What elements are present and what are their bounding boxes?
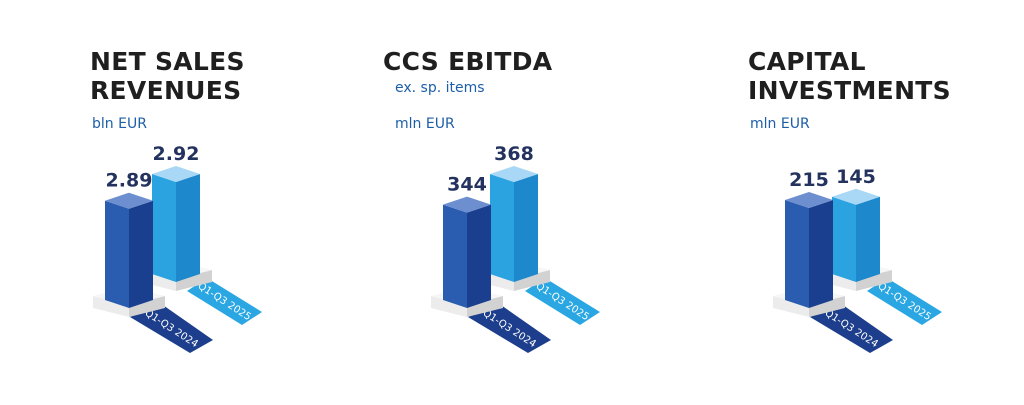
category-band xyxy=(130,303,213,353)
bar-right-face xyxy=(129,200,153,308)
title-line: CAPITAL xyxy=(748,47,866,76)
title-line: CCS EBITDA xyxy=(383,47,553,76)
pedestal-right-face xyxy=(129,296,165,317)
value-label: 2.89 xyxy=(106,170,153,192)
value-label: 344 xyxy=(447,174,487,196)
title-line: INVESTMENTS xyxy=(748,76,951,105)
bar-right-face xyxy=(514,174,538,282)
pedestal-right-face xyxy=(809,296,845,317)
capital-investments-title: CAPITAL INVESTMENTS xyxy=(748,47,951,105)
category-band xyxy=(468,303,551,353)
bar xyxy=(105,192,153,308)
pedestal-left-face xyxy=(773,296,809,317)
bar xyxy=(785,192,833,308)
title-line: NET SALES xyxy=(90,47,245,76)
bar-right-face xyxy=(176,174,200,282)
bar-left-face xyxy=(785,200,809,308)
category-band xyxy=(810,303,893,353)
title-line: REVENUES xyxy=(90,76,242,105)
ccs-ebitda-subtitle: ex. sp. items xyxy=(395,80,485,96)
bar xyxy=(490,166,538,282)
bar-top-face xyxy=(785,192,833,208)
bar-right-face xyxy=(467,204,491,308)
category-band xyxy=(525,278,600,325)
bar-left-face xyxy=(152,174,176,282)
bar-top-face xyxy=(105,192,153,209)
ccs-ebitda-title: CCS EBITDA xyxy=(383,47,552,76)
value-label: 145 xyxy=(836,166,876,188)
net-sales-unit: bln EUR xyxy=(92,116,147,132)
pedestal-right-face xyxy=(176,270,212,291)
bar-left-face xyxy=(443,204,467,308)
bar-left-face xyxy=(832,196,856,282)
bar-top-face xyxy=(443,196,491,213)
bar-left-face xyxy=(105,200,129,308)
bar xyxy=(443,196,491,308)
pedestal-right-face xyxy=(856,270,892,291)
pedestal-right-face xyxy=(467,296,503,317)
value-label: 368 xyxy=(494,143,534,165)
bar xyxy=(152,166,200,282)
ccs-ebitda-unit: mln EUR xyxy=(395,116,455,132)
net-sales-title: NET SALES REVENUES xyxy=(90,47,245,105)
bar-top-face xyxy=(832,188,880,205)
value-label: 215 xyxy=(789,169,829,191)
bar-top-face xyxy=(490,166,538,182)
value-label: 2.92 xyxy=(153,143,200,165)
bar-right-face xyxy=(809,200,833,308)
bar-top-face xyxy=(152,166,200,182)
bar-right-face xyxy=(856,196,880,282)
bar-left-face xyxy=(490,174,514,282)
pedestal-right-face xyxy=(514,270,550,291)
capital-investments-unit: mln EUR xyxy=(750,116,810,132)
pedestal-left-face xyxy=(431,296,467,317)
bar xyxy=(832,188,880,282)
category-band xyxy=(187,278,262,325)
pedestal-left-face xyxy=(93,296,129,317)
category-band xyxy=(867,278,942,325)
